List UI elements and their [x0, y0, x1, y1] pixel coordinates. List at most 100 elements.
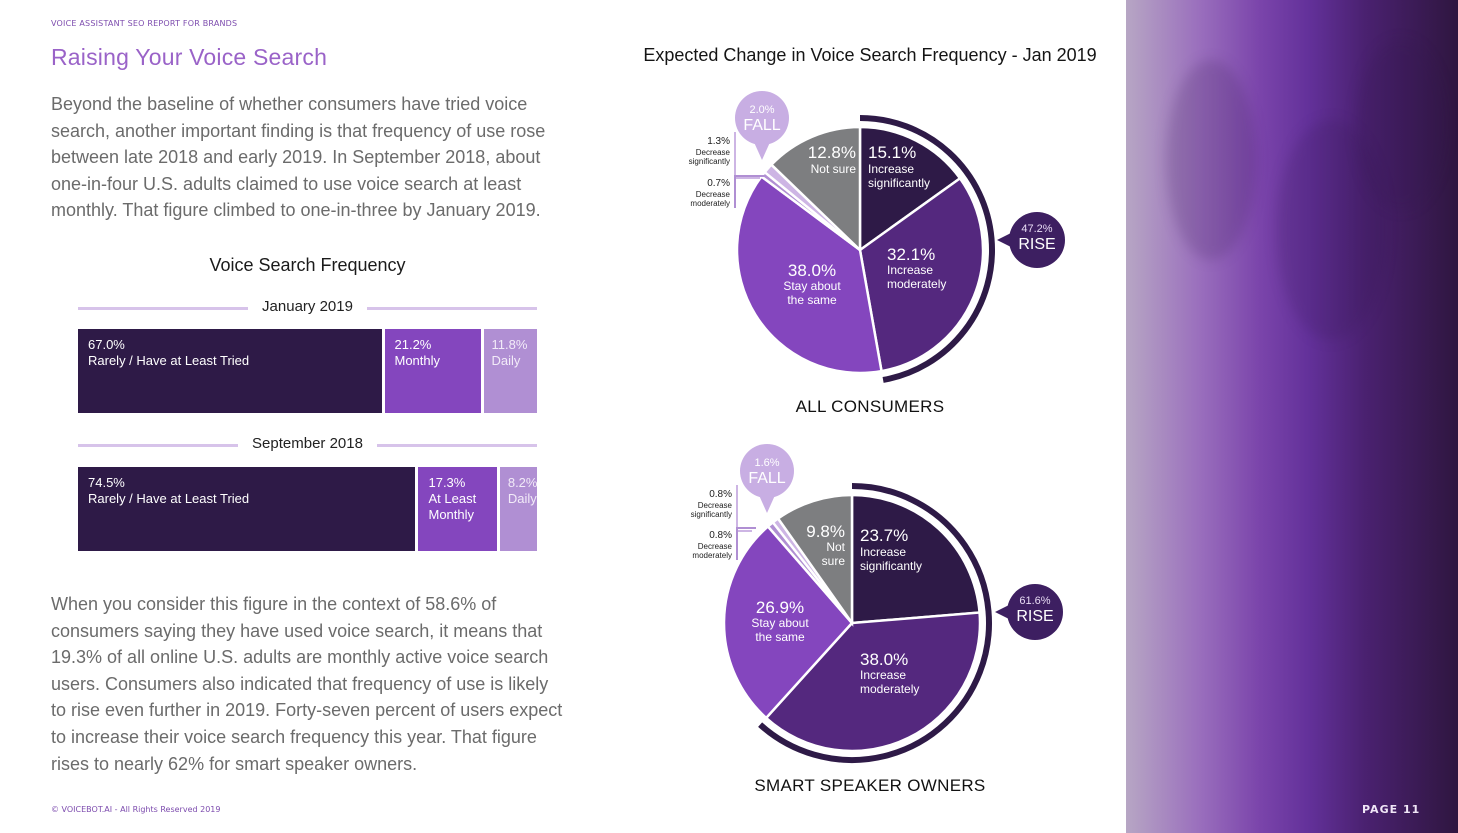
- decrease-sig-label: significantly: [691, 510, 732, 519]
- bar-category-label: Rarely / Have at Least Tried: [88, 353, 250, 368]
- callout-bracket: [736, 527, 756, 560]
- decrease-sig-value: 0.8%: [709, 489, 732, 500]
- bar-category-label: Monthly: [394, 353, 441, 368]
- fall-label: FALL: [743, 117, 780, 134]
- bar-category-label: Daily: [491, 353, 521, 368]
- bar-group-label-text: September 2018: [238, 435, 377, 452]
- decrease-sig-label: significantly: [689, 157, 730, 166]
- decrease-sig-label: Decrease: [698, 501, 733, 510]
- slice-value-label: 12.8%: [808, 143, 856, 162]
- bar-segment: 17.3% At Least Monthly: [418, 467, 497, 551]
- bar-group-label-jan-2019: January 2019: [78, 298, 537, 318]
- rise-bubble: [1007, 584, 1063, 640]
- hand-silhouette: [1356, 40, 1446, 210]
- rise-arc: [859, 115, 995, 383]
- slice-value-label: 9.8%: [806, 522, 845, 541]
- rise-arc: [758, 483, 992, 763]
- pie-slice: [764, 611, 982, 753]
- decorative-hands-image: [1126, 0, 1458, 833]
- slice-category-label: Increase: [860, 668, 906, 682]
- intro-paragraph: Beyond the baseline of whether consumers…: [51, 94, 546, 221]
- rise-value-label: 61.6%: [1019, 595, 1050, 607]
- decrease-mod-label: moderately: [692, 551, 732, 560]
- bar-value-label: 21.2%: [394, 337, 432, 352]
- slice-category-label: sure: [822, 554, 846, 568]
- callout-bracket: [736, 485, 752, 532]
- bar-segment: 67.0% Rarely / Have at Least Tried: [78, 329, 382, 413]
- divider-line: [78, 307, 248, 310]
- fall-bubble: [735, 91, 789, 145]
- slice-value-label: 15.1%: [868, 143, 916, 162]
- page-number: PAGE 11: [1362, 803, 1421, 816]
- slice-value-label: 38.0%: [860, 650, 908, 669]
- bar-group-label-sep-2018: September 2018: [78, 435, 537, 455]
- pie-slice: [776, 493, 854, 627]
- hand-silhouette: [1276, 120, 1386, 340]
- bar-segment: 8.2% Daily: [499, 467, 537, 551]
- context-paragraph: When you consider this figure in the con…: [51, 594, 563, 774]
- bar-category-label: At Least Monthly: [428, 491, 477, 522]
- pie-caption-all-consumers: ALL CONSUMERS: [795, 397, 945, 416]
- divider-line: [367, 307, 537, 310]
- bar-value-label: 67.0%: [88, 337, 125, 352]
- pie-charts-canvas: 47.2%RISE2.0%FALL1.3%Decreasesignificant…: [689, 91, 1065, 763]
- fall-label: FALL: [748, 470, 785, 487]
- page-title: Raising Your Voice Search: [51, 44, 328, 70]
- decrease-sig-label: Decrease: [696, 148, 731, 157]
- rise-label: RISE: [1016, 608, 1053, 625]
- decrease-mod-value: 0.8%: [709, 530, 732, 541]
- copyright-footer: © VOICEBOT.AI - All Rights Reserved 2019: [51, 805, 221, 814]
- hand-silhouette: [1166, 60, 1256, 260]
- bar-chart-title: Voice Search Frequency: [209, 255, 406, 275]
- slice-category-label: moderately: [887, 277, 946, 291]
- decrease-mod-label: Decrease: [698, 542, 733, 551]
- report-kicker: VOICE ASSISTANT SEO REPORT FOR BRANDS: [51, 19, 238, 28]
- bar-row-sep-2018: 74.5% Rarely / Have at Least Tried 17.3% At…: [78, 467, 537, 551]
- slice-category-label: the same: [787, 293, 837, 307]
- decrease-mod-value: 0.7%: [707, 178, 730, 189]
- pie-slice: [850, 493, 981, 625]
- pie-chart-title: Expected Change in Voice Search Frequenc…: [643, 45, 1097, 65]
- decrease-mod-label: Decrease: [696, 190, 731, 199]
- callout-bracket: [734, 175, 764, 208]
- pie-slice: [722, 524, 854, 720]
- bar-row-jan-2019: 67.0% Rarely / Have at Least Tried 21.2% Mo…: [78, 329, 537, 413]
- rise-bubble-pointer: [995, 604, 1011, 620]
- slice-category-label: the same: [755, 630, 805, 644]
- slice-category-label: significantly: [860, 559, 922, 573]
- fall-bubble: [740, 444, 794, 498]
- slice-category-label: moderately: [860, 682, 919, 696]
- slice-category-label: Stay about: [783, 279, 841, 293]
- pie-slice: [769, 125, 862, 253]
- decrease-sig-value: 1.3%: [707, 136, 730, 147]
- slice-category-label: Increase: [868, 162, 914, 176]
- fall-bubble-pointer: [753, 140, 771, 160]
- bar-value-label: 74.5%: [88, 475, 125, 490]
- rise-label: RISE: [1018, 236, 1055, 253]
- fall-bubble-pointer: [758, 493, 776, 513]
- slice-value-label: 38.0%: [788, 261, 836, 280]
- pie-caption-smart-speaker-owners: SMART SPEAKER OWNERS: [754, 776, 986, 795]
- fall-value-label: 1.6%: [754, 457, 779, 469]
- slice-category-label: Not sure: [811, 162, 857, 176]
- bar-segment: 74.5% Rarely / Have at Least Tried: [78, 467, 416, 551]
- divider-line: [367, 444, 537, 447]
- slice-category-label: Stay about: [751, 616, 809, 630]
- divider-line: [78, 444, 248, 447]
- pie-slice: [858, 176, 985, 373]
- rise-bubble: [1009, 212, 1065, 268]
- decrease-mod-label: moderately: [690, 199, 730, 208]
- slice-value-label: 23.7%: [860, 526, 908, 545]
- bar-group-label-text: January 2019: [248, 298, 367, 315]
- slice-category-label: Increase: [887, 263, 933, 277]
- rise-value-label: 47.2%: [1021, 223, 1052, 235]
- slice-category-label: significantly: [868, 176, 930, 190]
- bar-segment: 21.2% Monthly: [384, 329, 481, 413]
- bar-value-label: 11.8%: [491, 337, 528, 352]
- pie-slice: [735, 174, 883, 375]
- pie-slice: [858, 125, 962, 253]
- slice-value-label: 32.1%: [887, 245, 935, 264]
- fall-value-label: 2.0%: [749, 104, 774, 116]
- rise-bubble-pointer: [997, 232, 1013, 248]
- bar-category-label: Rarely / Have at Least Tried: [88, 491, 250, 506]
